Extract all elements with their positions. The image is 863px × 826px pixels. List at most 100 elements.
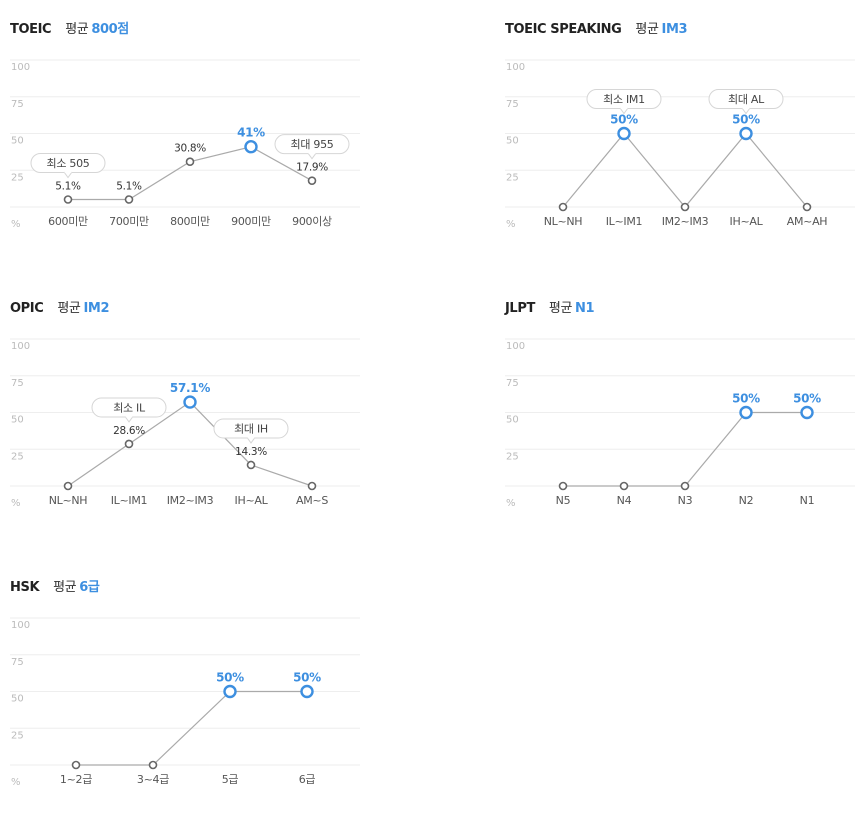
x-tick-label: 5급 bbox=[222, 773, 239, 786]
panel-title: OPIC bbox=[10, 301, 44, 316]
callout-pointer bbox=[619, 107, 629, 115]
panel-header: TOEIC 평균 800점 bbox=[10, 18, 129, 37]
data-point-highlight bbox=[739, 405, 753, 420]
toeic-speaking-line-chart: 100 75 50 25% NL~NH 50% IL~IM1 IM2~IM3 50% IH~AL A… bbox=[505, 59, 855, 230]
data-point bbox=[63, 195, 73, 204]
data-label: 30.8% bbox=[174, 143, 206, 155]
data-point bbox=[558, 202, 568, 212]
y-tick-label: 50 bbox=[506, 415, 519, 426]
y-tick-label: 25 bbox=[506, 451, 519, 462]
series-line bbox=[76, 690, 307, 766]
callout-bubble: 최대 AL bbox=[708, 89, 784, 115]
callout-pointer bbox=[307, 152, 317, 160]
panel-title: TOEIC bbox=[10, 22, 52, 37]
panel-header: HSK 평균 6급 bbox=[10, 576, 100, 595]
toeic-line-chart: 100 75 50 25% 5.1% 600미만 5.1% 700미만 30.8% 800미만 41… bbox=[10, 59, 360, 230]
x-tick-label: N1 bbox=[800, 494, 815, 507]
data-point bbox=[124, 439, 134, 449]
y-tick-label: 50 bbox=[11, 415, 24, 426]
y-tick-label: 100 bbox=[11, 341, 30, 352]
x-tick-label: 6급 bbox=[299, 773, 316, 786]
y-tick-label: 75 bbox=[11, 378, 24, 389]
average-value: IM3 bbox=[661, 22, 688, 37]
data-point bbox=[680, 202, 690, 212]
x-tick-label: IH~AL bbox=[730, 215, 764, 228]
callout-text: 최소 IM1 bbox=[603, 93, 645, 106]
hsk-chart-panel: HSK 평균 6급 100 75 50 25% 1~2급 3~4급 50% 5급 50% 6급 bbox=[10, 576, 370, 826]
data-label: 41% bbox=[237, 126, 265, 140]
panel-title: HSK bbox=[10, 580, 40, 595]
x-tick-label: 900미만 bbox=[231, 215, 271, 228]
average-value: N1 bbox=[575, 301, 595, 316]
y-tick-label: 25 bbox=[506, 172, 519, 183]
panel-header: OPIC 평균 IM2 bbox=[10, 297, 110, 316]
x-tick-label: 900이상 bbox=[292, 215, 332, 228]
y-unit-label: % bbox=[506, 498, 516, 509]
x-tick-label: 800미만 bbox=[170, 215, 210, 228]
data-label: 50% bbox=[732, 392, 760, 406]
opic-chart-panel: OPIC 평균 IM2 100 75 50 25% NL~NH 28.6% IL~IM1 57.1… bbox=[10, 297, 370, 547]
y-tick-label: 75 bbox=[11, 657, 24, 668]
data-point bbox=[185, 157, 195, 167]
callout-bubble: 최대 955 bbox=[274, 134, 350, 160]
x-tick-label: IH~AL bbox=[235, 494, 269, 507]
hsk-line-chart: 100 75 50 25% 1~2급 3~4급 50% 5급 50% 6급 bbox=[10, 617, 360, 788]
y-tick-label: 50 bbox=[11, 136, 24, 147]
y-tick-label: 100 bbox=[11, 620, 30, 631]
y-tick-label: 25 bbox=[11, 172, 24, 183]
data-point bbox=[307, 176, 317, 185]
y-tick-label: 25 bbox=[11, 730, 24, 741]
y-tick-label: 100 bbox=[506, 341, 525, 352]
x-tick-label: IM2~IM3 bbox=[662, 215, 709, 228]
callout-bubble: 최대 IH bbox=[213, 418, 289, 444]
y-tick-label: 50 bbox=[11, 694, 24, 705]
y-tick-label: 75 bbox=[506, 378, 519, 389]
x-tick-label: IL~IM1 bbox=[111, 494, 148, 507]
average-label: 평균 bbox=[53, 580, 77, 595]
callout-pointer bbox=[246, 437, 256, 444]
y-unit-label: % bbox=[11, 219, 21, 230]
data-point bbox=[71, 760, 81, 770]
toeic-speaking-chart-panel: TOEIC SPEAKING 평균 IM3 100 75 50 25% NL~NH 50% IL… bbox=[505, 18, 863, 268]
callout-text: 최소 IL bbox=[113, 401, 146, 414]
x-tick-label: AM~S bbox=[296, 494, 328, 507]
data-label: 50% bbox=[732, 113, 760, 127]
callout-bubble: 최소 IM1 bbox=[586, 89, 662, 115]
data-label: 50% bbox=[610, 113, 638, 127]
callout-text: 최소 505 bbox=[47, 157, 90, 170]
average-value: 800점 bbox=[91, 22, 129, 37]
y-unit-label: % bbox=[506, 219, 516, 230]
data-point-highlight bbox=[617, 126, 631, 141]
callout-pointer bbox=[124, 416, 134, 423]
callout-text: 최대 AL bbox=[728, 93, 765, 106]
data-label: 50% bbox=[293, 671, 321, 685]
y-tick-label: 100 bbox=[11, 62, 30, 73]
panel-header: JLPT 평균 N1 bbox=[505, 297, 595, 316]
callout-bubble: 최소 IL bbox=[91, 397, 167, 423]
data-point bbox=[802, 202, 812, 212]
data-point bbox=[246, 460, 256, 470]
data-label: 57.1% bbox=[170, 381, 210, 395]
y-unit-label: % bbox=[11, 777, 21, 788]
y-tick-label: 25 bbox=[11, 451, 24, 462]
y-tick-label: 75 bbox=[506, 99, 519, 110]
data-label: 17.9% bbox=[296, 162, 328, 174]
panel-header: TOEIC SPEAKING 평균 IM3 bbox=[505, 18, 688, 37]
data-point-highlight bbox=[244, 140, 258, 154]
data-label: 14.3% bbox=[235, 446, 267, 458]
data-label: 28.6% bbox=[113, 425, 145, 437]
data-point bbox=[680, 481, 690, 491]
average-label: 평균 bbox=[635, 22, 659, 37]
opic-line-chart: 100 75 50 25% NL~NH 28.6% IL~IM1 57.1% IM2~IM3 14… bbox=[10, 338, 360, 509]
data-point-highlight bbox=[800, 405, 814, 420]
average-label: 평균 bbox=[57, 301, 81, 316]
average-label: 평균 bbox=[548, 301, 573, 316]
y-unit-label: % bbox=[11, 498, 21, 509]
callout-text: 최대 955 bbox=[291, 138, 334, 151]
data-point-highlight bbox=[739, 126, 753, 141]
data-point bbox=[307, 481, 317, 491]
data-point bbox=[124, 195, 134, 204]
data-point-highlight bbox=[300, 684, 314, 699]
average-value: 6급 bbox=[79, 580, 100, 595]
x-tick-label: 1~2급 bbox=[60, 773, 92, 786]
